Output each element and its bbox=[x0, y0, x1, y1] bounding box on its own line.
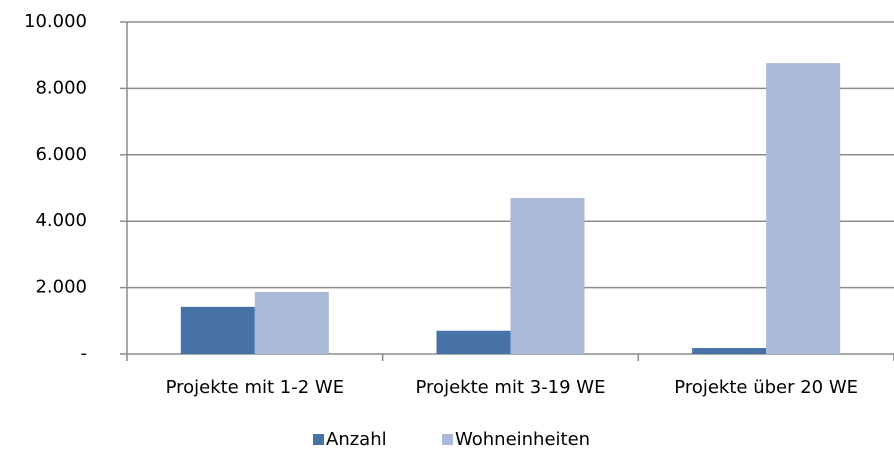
legend-label: Anzahl bbox=[326, 429, 387, 450]
legend-label: Wohneinheiten bbox=[455, 429, 590, 450]
bar bbox=[510, 197, 585, 354]
y-tick-label: 6.000 bbox=[35, 144, 87, 165]
bar bbox=[766, 63, 841, 354]
legend-swatch bbox=[442, 434, 453, 445]
y-tick-label: 4.000 bbox=[35, 210, 87, 231]
y-tick-label: - bbox=[81, 343, 88, 364]
y-tick-label: 10.000 bbox=[24, 11, 87, 32]
y-tick-label: 8.000 bbox=[35, 77, 87, 98]
x-tick-label: Projekte mit 1-2 WE bbox=[166, 377, 345, 398]
bar bbox=[436, 330, 511, 354]
x-tick-label: Projekte mit 3-19 WE bbox=[416, 377, 606, 398]
x-tick-label: Projekte über 20 WE bbox=[674, 377, 858, 398]
bar bbox=[180, 306, 255, 354]
bar bbox=[692, 348, 767, 354]
y-tick-label: 2.000 bbox=[35, 277, 87, 298]
legend-swatch bbox=[313, 434, 324, 445]
bar bbox=[254, 291, 329, 354]
